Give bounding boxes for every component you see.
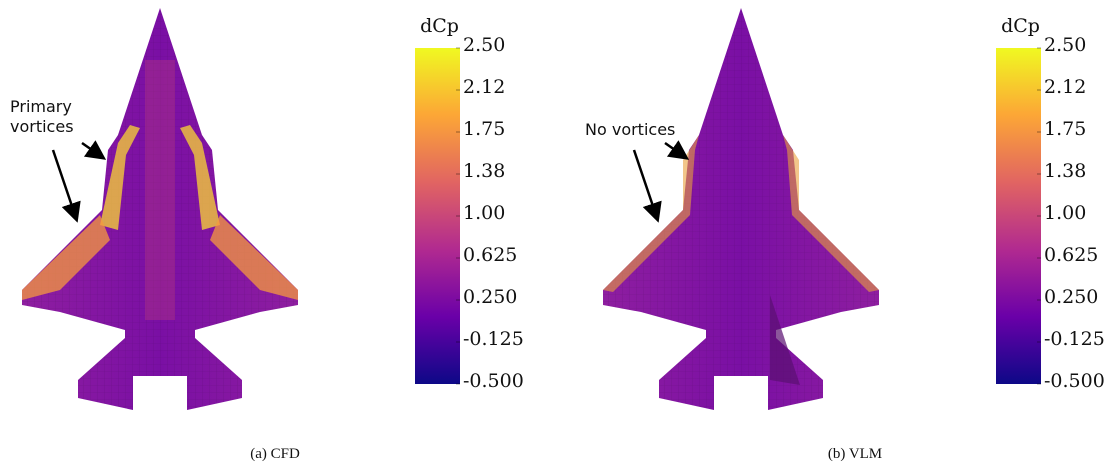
- colorbar-gradient: [415, 48, 460, 384]
- colorbar-gradient: [996, 48, 1041, 384]
- annotation: Primary: [10, 97, 72, 116]
- annotation: vortices: [10, 117, 74, 136]
- colorbar-tick-label: 0.250: [463, 286, 517, 308]
- colorbar-tick-label: 2.12: [1044, 76, 1086, 98]
- annotation: No vortices: [585, 120, 675, 139]
- colorbar-tick-label: 1.75: [1044, 118, 1086, 140]
- colorbar-tick-label: -0.500: [463, 370, 524, 392]
- colorbar-title: dCp: [1001, 15, 1040, 37]
- colorbar-title: dCp: [420, 15, 459, 37]
- colorbar-tick-label: 1.00: [463, 202, 505, 224]
- figure: Primaryvortices(a) CFDdCp2.502.121.751.3…: [0, 0, 1107, 469]
- colorbar-tick-label: -0.125: [463, 328, 524, 350]
- caption: (b) VLM: [828, 446, 882, 462]
- panel-b-decor: [603, 8, 879, 410]
- caption: (a) CFD: [250, 446, 300, 462]
- colorbar-tick-label: 2.50: [1044, 34, 1086, 56]
- colorbar-tick-label: -0.125: [1044, 328, 1105, 350]
- colorbar-tick-label: 0.250: [1044, 286, 1098, 308]
- colorbar-tick-label: 1.38: [1044, 160, 1086, 182]
- colorbar-tick-label: -0.500: [1044, 370, 1105, 392]
- panel-a-decor: [22, 8, 298, 410]
- colorbar-tick-label: 1.00: [1044, 202, 1086, 224]
- colorbar-tick-label: 0.625: [463, 244, 517, 266]
- colorbar-tick-label: 1.38: [463, 160, 505, 182]
- colorbar-tick-label: 0.625: [1044, 244, 1098, 266]
- colorbar-tick-label: 2.12: [463, 76, 505, 98]
- colorbar-tick-label: 2.50: [463, 34, 505, 56]
- colorbar-tick-label: 1.75: [463, 118, 505, 140]
